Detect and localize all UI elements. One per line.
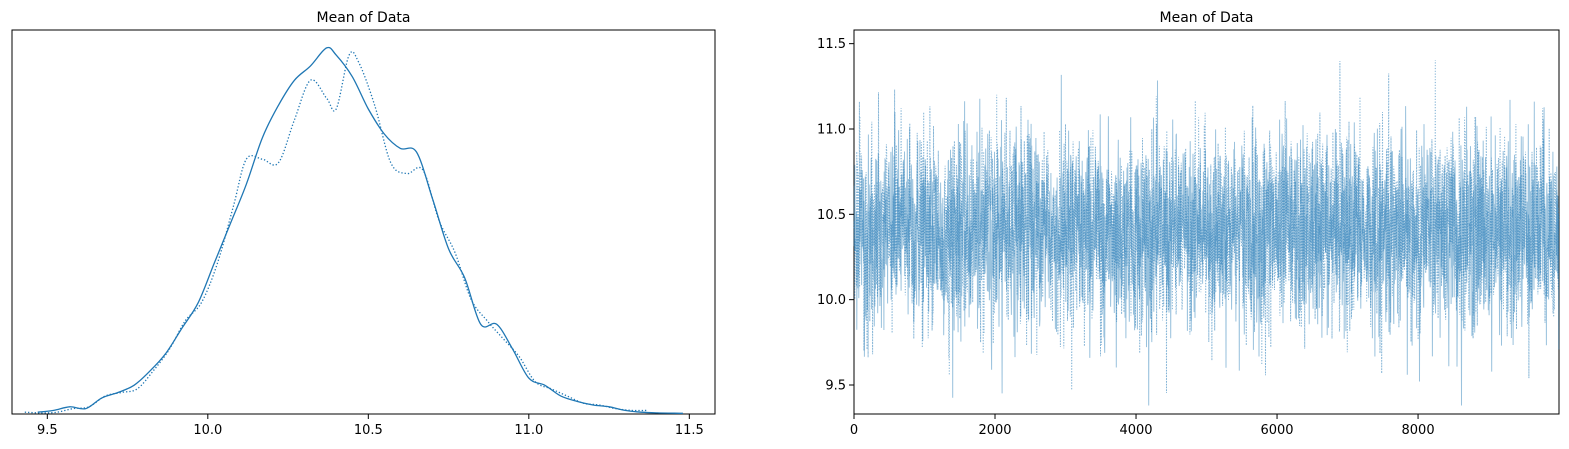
trace-y-tick-label: 9.5 (825, 378, 846, 393)
kde-x-tick-label: 9.5 (37, 423, 58, 438)
trace-x-tick-label: 8000 (1402, 423, 1435, 438)
kde-plot-frame (11, 29, 716, 415)
trace-title: Mean of Data (1160, 10, 1254, 26)
kde-dotted-line (24, 51, 648, 414)
trace-y-tick-label: 10.5 (817, 208, 846, 223)
kde-x-axis: 9.5 10.0 10.5 11.0 11.5 (37, 414, 704, 438)
kde-series (24, 46, 683, 414)
trace-x-tick-label: 2000 (978, 423, 1011, 438)
trace-x-tick-label: 4000 (1119, 423, 1152, 438)
trace-y-axis: 9.5 10.0 10.5 11.0 11.5 (817, 37, 854, 393)
trace-y-tick-label: 10.0 (817, 293, 846, 308)
kde-x-tick-label: 11.0 (514, 423, 543, 438)
trace-y-tick-label: 11.0 (817, 122, 846, 137)
trace-x-tick-label: 0 (850, 423, 858, 438)
trace-panel: Mean of Data 0 2000 4000 6000 8000 9.5 10.0 10… (817, 10, 1560, 438)
kde-x-tick-label: 11.5 (675, 423, 704, 438)
kde-panel: Mean of Data 9.5 10.0 10.5 11.0 11.5 (11, 10, 716, 438)
kde-title: Mean of Data (317, 10, 411, 26)
kde-solid-line (37, 46, 683, 414)
trace-dotted-line (853, 60, 1560, 394)
trace-series (853, 60, 1560, 406)
trace-x-axis: 0 2000 4000 6000 8000 (850, 414, 1435, 438)
kde-x-tick-label: 10.0 (193, 423, 222, 438)
kde-x-tick-label: 10.5 (354, 423, 383, 438)
trace-x-tick-label: 6000 (1260, 423, 1293, 438)
trace-y-tick-label: 11.5 (817, 37, 846, 52)
